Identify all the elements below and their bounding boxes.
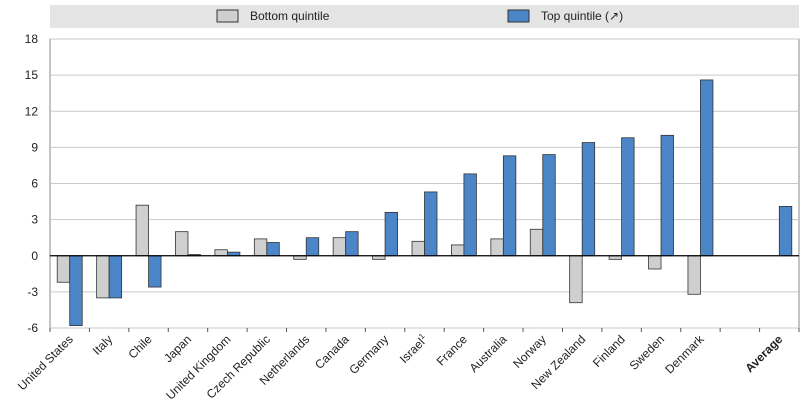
y-tick-label: 9 [31, 140, 38, 154]
legend-label-bottom-quintile: Bottom quintile [250, 9, 330, 23]
bar-bottom-quintile-united-states [56, 255, 71, 283]
x-category-label: Japan [161, 332, 194, 365]
bar-bottom-quintile-denmark [687, 255, 701, 295]
legend-swatch-top-quintile [507, 9, 530, 23]
bar-bottom-quintile-sweden [648, 255, 662, 270]
x-category-label: Average [742, 332, 785, 375]
y-tick-label: -3 [27, 285, 38, 299]
bar-top-quintile-chile [148, 255, 162, 288]
legend-swatch-bottom-quintile [216, 9, 239, 23]
bar-top-quintile-france [463, 173, 477, 257]
x-category-label: Italy [90, 332, 115, 357]
x-category-label: Australia [467, 332, 510, 375]
bar-bottom-quintile-canada [332, 237, 347, 257]
y-tick-label: 18 [25, 32, 39, 46]
bar-top-quintile-australia [502, 155, 517, 257]
y-tick-label: -6 [27, 321, 38, 335]
x-category-label: Israel1 [396, 331, 431, 366]
bar-top-quintile-united-states [69, 255, 83, 326]
bar-bottom-quintile-israel [411, 240, 425, 257]
bar-bottom-quintile-france [451, 244, 465, 257]
bar-top-quintile-average [778, 205, 793, 257]
bar-bottom-quintile-united-kingdom [214, 249, 228, 257]
bar-bottom-quintile-new-zealand [569, 255, 583, 304]
x-category-label: Chile [125, 332, 154, 361]
x-category-label: Finland [590, 332, 628, 370]
bar-top-quintile-new-zealand [581, 142, 596, 257]
bar-bottom-quintile-australia [490, 238, 504, 257]
x-category-label: Denmark [662, 332, 707, 377]
y-tick-label: 15 [25, 68, 39, 82]
x-category-label: Canada [312, 332, 352, 372]
x-category-label: Norway [510, 332, 549, 371]
x-category-label: Germany [346, 332, 391, 377]
bar-top-quintile-netherlands [305, 237, 320, 257]
bars [56, 79, 793, 326]
legend-label-top-quintile: Top quintile (↗) [541, 9, 623, 23]
bar-bottom-quintile-norway [529, 228, 544, 257]
bar-bottom-quintile-czech-republic [253, 238, 268, 257]
legend-background [50, 5, 799, 28]
bar-top-quintile-canada [345, 231, 359, 257]
legend: Bottom quintile Top quintile (↗) [216, 9, 623, 23]
bar-bottom-quintile-italy [96, 255, 110, 299]
bar-bottom-quintile-japan [175, 231, 189, 257]
bar-top-quintile-sweden [660, 134, 674, 257]
x-axis-tick-marks [49, 328, 800, 332]
bar-top-quintile-norway [542, 154, 556, 257]
bar-top-quintile-denmark [700, 79, 714, 257]
bar-top-quintile-czech-republic [266, 242, 280, 257]
bar-top-quintile-finland [621, 137, 635, 257]
x-category-label: United States [15, 332, 76, 393]
bar-bottom-quintile-chile [135, 204, 149, 257]
x-category-label: France [434, 332, 471, 369]
bar-top-quintile-italy [108, 255, 123, 299]
y-tick-label: 6 [31, 177, 38, 191]
bar-top-quintile-israel [424, 191, 438, 257]
y-tick-label: 12 [25, 104, 39, 118]
y-tick-label: 0 [31, 249, 38, 263]
y-tick-label: 3 [31, 213, 38, 227]
footnote-marker: 1 [417, 331, 427, 341]
bar-top-quintile-germany [384, 211, 398, 257]
y-axis-ticks: -6 -3 0 3 6 9 12 15 18 [25, 32, 39, 335]
